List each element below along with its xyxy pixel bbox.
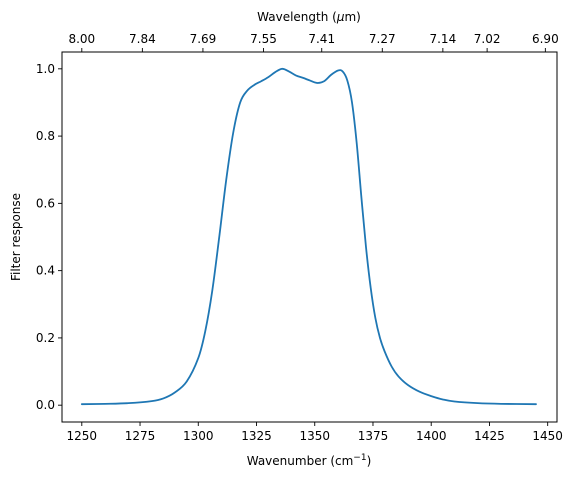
x-tick-label: 1325 bbox=[241, 429, 272, 443]
x-axis-label: Wavenumber (cm−1) bbox=[247, 453, 372, 468]
x-tick-label: 1250 bbox=[67, 429, 98, 443]
y-axis-label: Filter response bbox=[9, 193, 23, 281]
x-axis-label-superscript: −1 bbox=[353, 453, 366, 463]
y-tick-label: 0.0 bbox=[36, 398, 55, 412]
y-tick-label: 0.2 bbox=[36, 331, 55, 345]
top-axis-label-mu: μ bbox=[336, 10, 345, 24]
top-x-tick-label: 7.84 bbox=[129, 32, 156, 46]
tick-layer: 1250 1275 1300 1325 1350 1375 1400 1425 1450 8.00… bbox=[36, 32, 563, 443]
series-layer bbox=[80, 67, 537, 406]
x-tick-label: 1300 bbox=[183, 429, 214, 443]
y-tick-label: 1.0 bbox=[36, 62, 55, 76]
x-tick-label: 1275 bbox=[125, 429, 156, 443]
top-x-tick-label: 7.55 bbox=[250, 32, 277, 46]
y-tick-label: 0.6 bbox=[36, 196, 55, 210]
x-tick-label: 1400 bbox=[416, 429, 447, 443]
top-axis-label: Wavelength (μm) bbox=[257, 10, 361, 24]
x-tick-label: 1350 bbox=[299, 429, 330, 443]
top-x-tick-label: 8.00 bbox=[68, 32, 95, 46]
top-x-tick-label: 7.02 bbox=[474, 32, 501, 46]
top-x-tick-label: 7.14 bbox=[429, 32, 456, 46]
x-tick-label: 1425 bbox=[474, 429, 505, 443]
y-tick-label: 0.8 bbox=[36, 129, 55, 143]
top-x-tick-label: 6.90 bbox=[532, 32, 559, 46]
top-x-tick-label: 7.69 bbox=[190, 32, 217, 46]
filter-response-line bbox=[80, 67, 537, 406]
top-x-tick-label: 7.41 bbox=[308, 32, 335, 46]
top-x-tick-label: 7.27 bbox=[369, 32, 396, 46]
x-tick-label: 1450 bbox=[532, 429, 563, 443]
axes-frame bbox=[61, 51, 558, 423]
x-tick-label: 1375 bbox=[358, 429, 389, 443]
y-tick-label: 0.4 bbox=[36, 264, 55, 278]
